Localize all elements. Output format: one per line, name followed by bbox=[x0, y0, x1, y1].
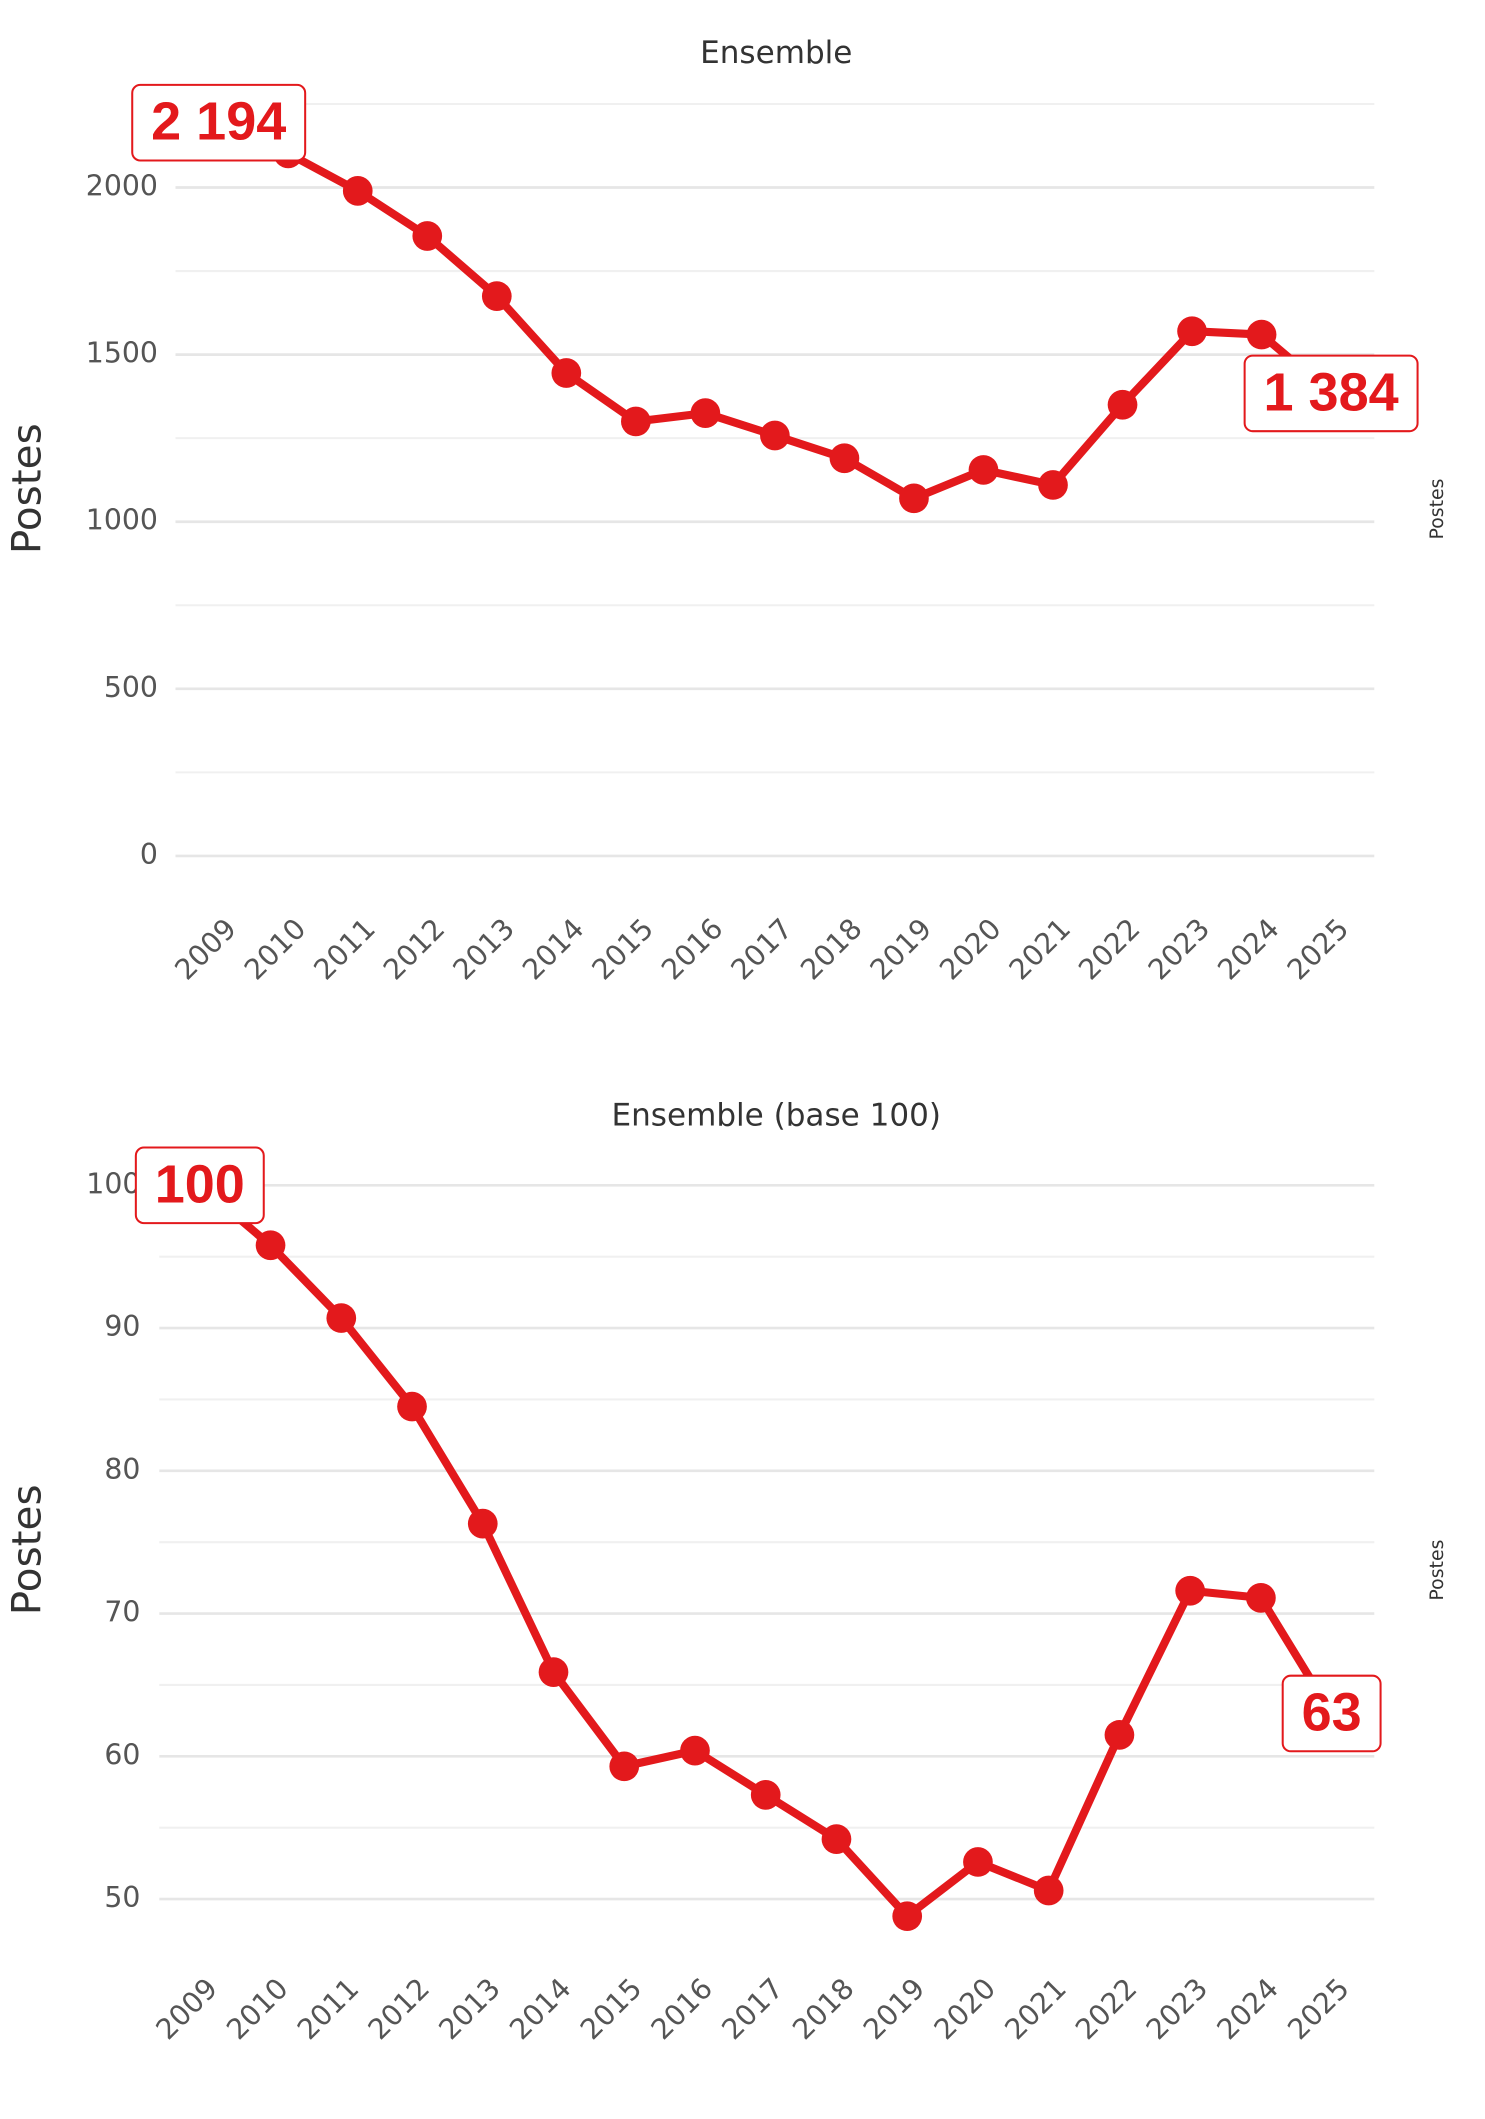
y-tick-label: 100 bbox=[86, 1167, 140, 1200]
point bbox=[899, 483, 929, 514]
x-tick-label: 2015 bbox=[574, 1972, 648, 2046]
point bbox=[538, 1657, 569, 1687]
point bbox=[609, 1751, 640, 1782]
point bbox=[690, 398, 721, 428]
x-tick-label: 2016 bbox=[655, 912, 729, 986]
x-tick-label: 2020 bbox=[933, 912, 1007, 986]
point bbox=[968, 455, 999, 485]
right-axis-title: Postes bbox=[1426, 478, 1448, 539]
x-tick-label: 2014 bbox=[503, 1972, 577, 2046]
y-tick-label: 0 bbox=[140, 838, 158, 871]
point bbox=[1177, 316, 1207, 347]
y-tick-label: 1000 bbox=[86, 504, 158, 537]
point bbox=[829, 443, 860, 474]
x-tick-label: 2025 bbox=[1281, 912, 1355, 986]
x-tick-label: 2019 bbox=[857, 1972, 931, 2046]
point bbox=[326, 1303, 357, 1333]
data-label: 100 bbox=[134, 1146, 265, 1225]
y-tick-label: 80 bbox=[104, 1453, 140, 1486]
y-tick-label: 2000 bbox=[86, 170, 158, 203]
x-tick-label: 2024 bbox=[1211, 1972, 1285, 2046]
point bbox=[1107, 389, 1138, 420]
x-tick-label: 2011 bbox=[308, 912, 382, 986]
x-tick-label: 2013 bbox=[447, 912, 521, 986]
x-tick-label: 2022 bbox=[1072, 912, 1146, 986]
point bbox=[963, 1847, 993, 1877]
x-tick-label: 2022 bbox=[1069, 1972, 1143, 2046]
point bbox=[750, 1780, 781, 1810]
x-tick-label: 2025 bbox=[1281, 1972, 1355, 2046]
x-tick-label: 2016 bbox=[645, 1972, 719, 2046]
point bbox=[412, 221, 443, 251]
y-tick-label: 90 bbox=[104, 1310, 140, 1343]
point bbox=[397, 1391, 427, 1422]
data-label-text: 1 384 bbox=[1264, 362, 1399, 422]
data-label-box bbox=[131, 83, 307, 162]
x-tick-label: 2012 bbox=[377, 912, 451, 986]
point bbox=[680, 1735, 710, 1766]
x-tick-label: 2015 bbox=[586, 912, 660, 986]
point bbox=[255, 1230, 286, 1261]
point bbox=[1033, 1875, 1064, 1906]
data-label-text: 63 bbox=[1302, 1682, 1362, 1742]
x-tick-label: 2024 bbox=[1211, 912, 1285, 986]
point bbox=[1104, 1720, 1135, 1750]
x-tick-label: 2010 bbox=[220, 1972, 294, 2046]
point bbox=[821, 1824, 852, 1854]
x-tick-label: 2021 bbox=[1003, 912, 1077, 986]
point bbox=[892, 1901, 923, 1932]
x-tick-label: 2013 bbox=[433, 1972, 507, 2046]
data-label-box bbox=[1281, 1674, 1382, 1753]
data-label-box bbox=[134, 1146, 265, 1225]
chart-title: Ensemble (base 100) bbox=[612, 1097, 941, 1133]
y-tick-label: 500 bbox=[104, 671, 158, 704]
point bbox=[760, 420, 790, 451]
x-tick-label: 2018 bbox=[794, 912, 868, 986]
y-axis-title: Postes bbox=[3, 1484, 51, 1615]
data-label-box bbox=[1243, 354, 1419, 433]
point bbox=[342, 176, 373, 206]
data-label: 2 194 bbox=[131, 83, 307, 162]
x-tick-label: 2017 bbox=[725, 912, 799, 986]
right-axis-title: Postes bbox=[1426, 1540, 1448, 1601]
point bbox=[621, 406, 651, 437]
x-tick-label: 2014 bbox=[516, 912, 590, 986]
point bbox=[467, 1508, 498, 1539]
y-tick-label: 60 bbox=[104, 1738, 140, 1771]
x-tick-label: 2023 bbox=[1140, 1972, 1214, 2046]
y-tick-label: 50 bbox=[104, 1881, 140, 1914]
x-tick-label: 2023 bbox=[1142, 912, 1216, 986]
data-label-text: 100 bbox=[155, 1154, 245, 1214]
x-tick-label: 2021 bbox=[998, 1972, 1072, 2046]
x-tick-label: 2010 bbox=[238, 912, 312, 986]
point bbox=[551, 358, 582, 388]
chart-title: Ensemble bbox=[700, 35, 852, 71]
x-tick-label: 2009 bbox=[168, 912, 242, 986]
point bbox=[1246, 1583, 1276, 1613]
data-label: 1 384 bbox=[1243, 354, 1419, 433]
data-label-text: 2 194 bbox=[151, 92, 286, 152]
x-tick-label: 2017 bbox=[715, 1972, 789, 2046]
x-tick-label: 2009 bbox=[150, 1972, 224, 2046]
x-tick-label: 2011 bbox=[291, 1972, 365, 2046]
y-tick-label: 70 bbox=[104, 1596, 140, 1629]
data-label: 63 bbox=[1281, 1674, 1382, 1753]
x-tick-label: 2020 bbox=[928, 1972, 1002, 2046]
point bbox=[1175, 1575, 1206, 1606]
point bbox=[1038, 470, 1068, 500]
point bbox=[1246, 319, 1277, 350]
x-tick-label: 2019 bbox=[864, 912, 938, 986]
x-tick-label: 2018 bbox=[786, 1972, 860, 2046]
y-tick-label: 1500 bbox=[86, 337, 158, 370]
x-tick-label: 2012 bbox=[362, 1972, 436, 2046]
point bbox=[481, 281, 512, 311]
y-axis-title: Postes bbox=[3, 423, 51, 554]
